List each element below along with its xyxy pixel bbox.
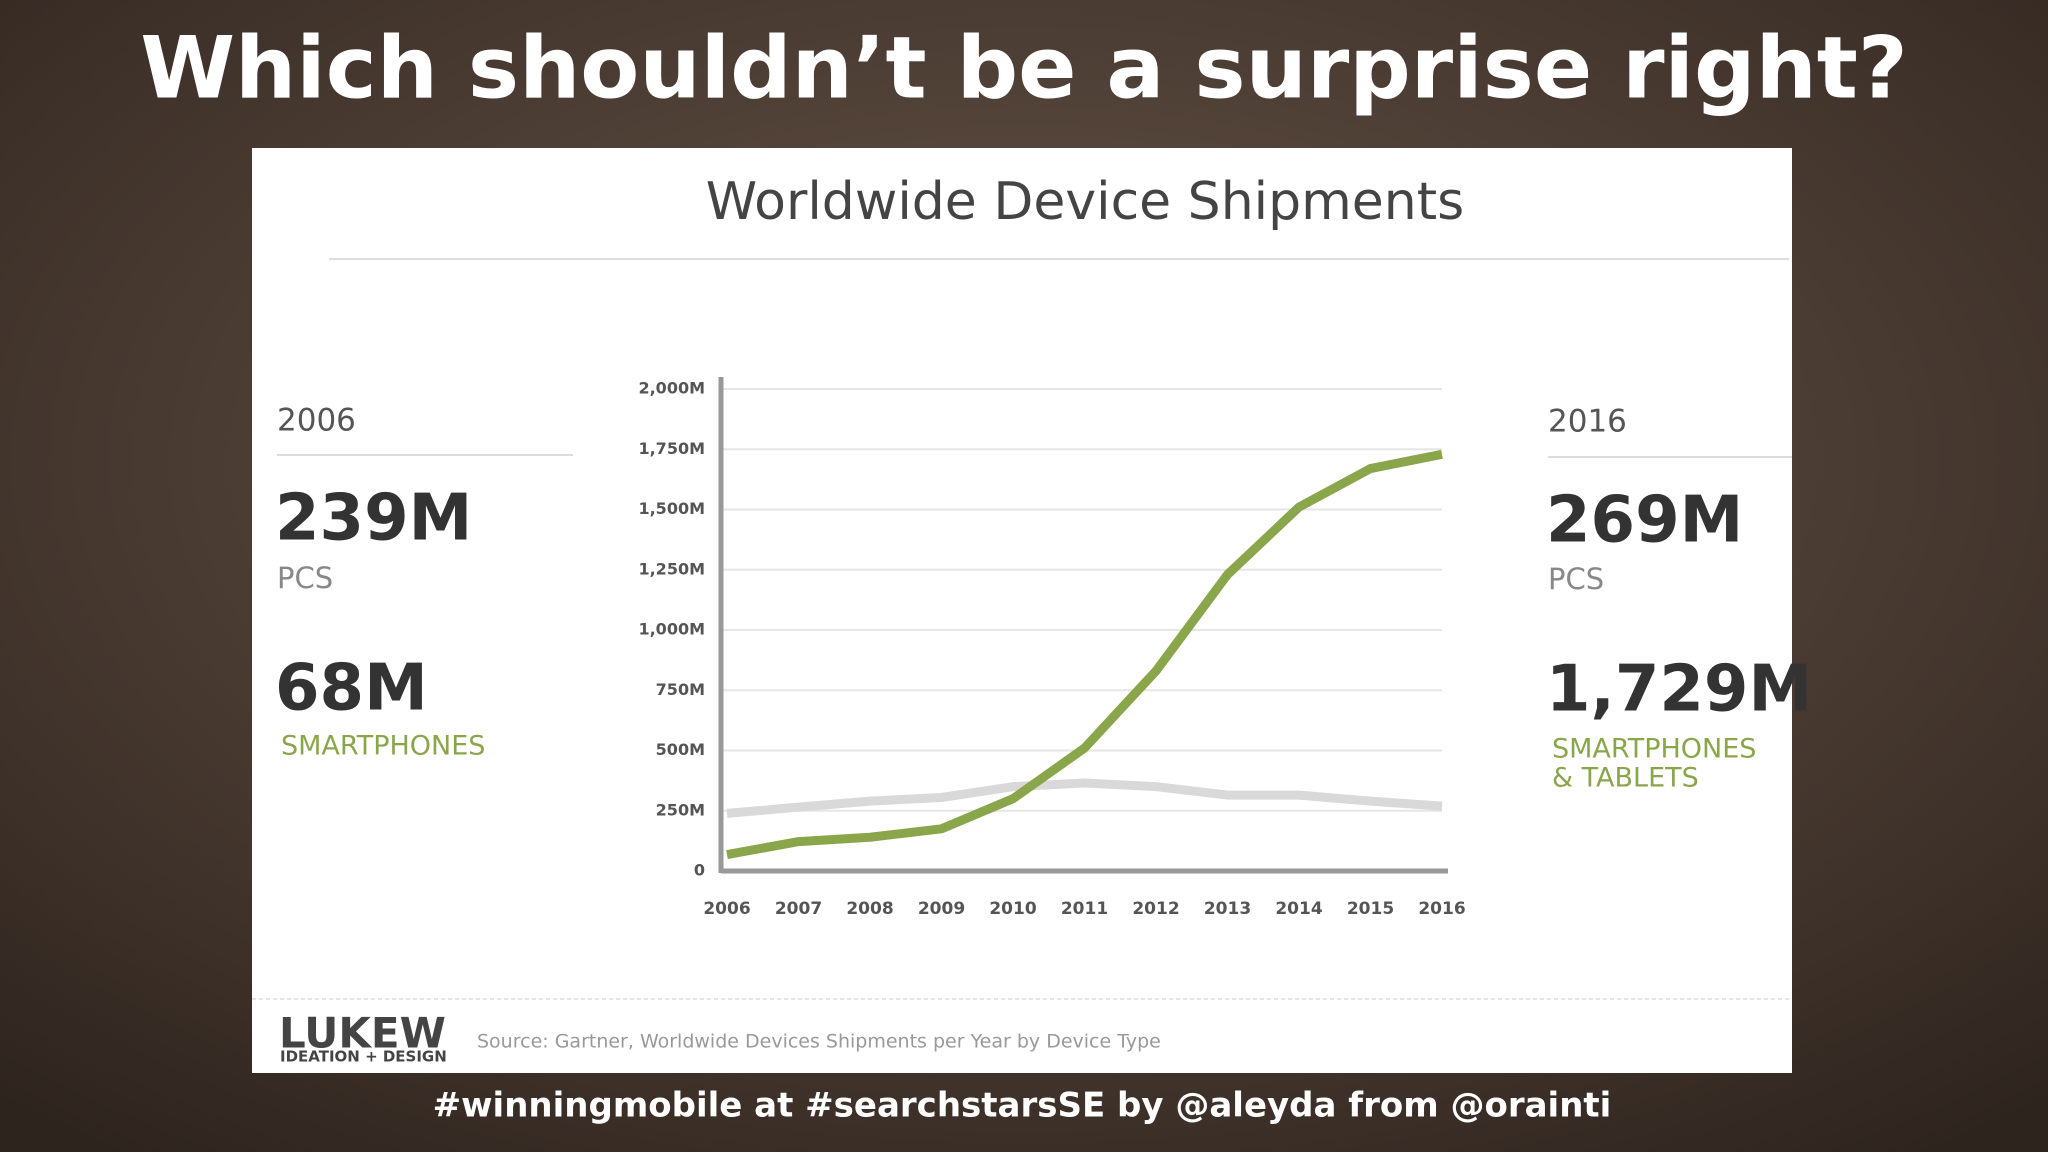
right-phones-value: 1,729M — [1546, 653, 1812, 727]
x-tick-label: 2012 — [1132, 899, 1179, 919]
y-tick-label: 500M — [656, 740, 705, 759]
y-tick-label: 1,750M — [638, 439, 705, 458]
y-tick-label: 0 — [694, 861, 705, 880]
x-tick-label: 2010 — [989, 899, 1036, 919]
slide-title: Which shouldn’t be a surprise right? — [140, 18, 1908, 118]
right-phones-label: & TABLETS — [1552, 763, 1699, 794]
x-tick-label: 2011 — [1061, 899, 1108, 919]
right-pcs-label: PCS — [1548, 562, 1604, 596]
y-tick-label: 1,000M — [638, 620, 705, 639]
x-tick-label: 2016 — [1418, 899, 1465, 919]
x-tick-label: 2009 — [918, 899, 965, 919]
left-pcs-label: PCS — [277, 561, 333, 595]
y-tick-label: 2,000M — [638, 379, 705, 398]
footer: #winningmobile at #searchstarsSE by @ale… — [433, 1086, 1612, 1126]
y-tick-label: 1,250M — [638, 559, 705, 578]
chart-title: Worldwide Device Shipments — [706, 172, 1464, 232]
left-pcs-value: 239M — [275, 482, 472, 556]
left-year: 2006 — [277, 403, 356, 439]
source: Source: Gartner, Worldwide Devices Shipm… — [477, 1031, 1161, 1053]
series-line — [726, 778, 1443, 818]
x-tick-label: 2006 — [703, 899, 750, 919]
card — [252, 148, 1792, 1073]
x-tick-label: 2015 — [1347, 899, 1394, 919]
y-tick-label: 1,500M — [638, 499, 705, 518]
y-tick-label: 750M — [656, 680, 705, 699]
x-tick-label: 2013 — [1204, 899, 1251, 919]
logo-tagline: IDEATION + DESIGN — [280, 1048, 447, 1066]
left-phones-label: SMARTPHONES — [281, 731, 485, 762]
x-tick-label: 2008 — [846, 899, 893, 919]
series-line — [726, 449, 1443, 860]
right-pcs-value: 269M — [1546, 484, 1743, 558]
logo-name: LUKEW — [279, 1009, 446, 1058]
right-year: 2016 — [1548, 404, 1627, 440]
left-phones-value: 68M — [275, 652, 428, 726]
y-tick-label: 250M — [656, 800, 705, 819]
x-tick-label: 2007 — [775, 899, 822, 919]
right-phones-label: SMARTPHONES — [1552, 734, 1756, 765]
x-tick-label: 2014 — [1275, 899, 1322, 919]
